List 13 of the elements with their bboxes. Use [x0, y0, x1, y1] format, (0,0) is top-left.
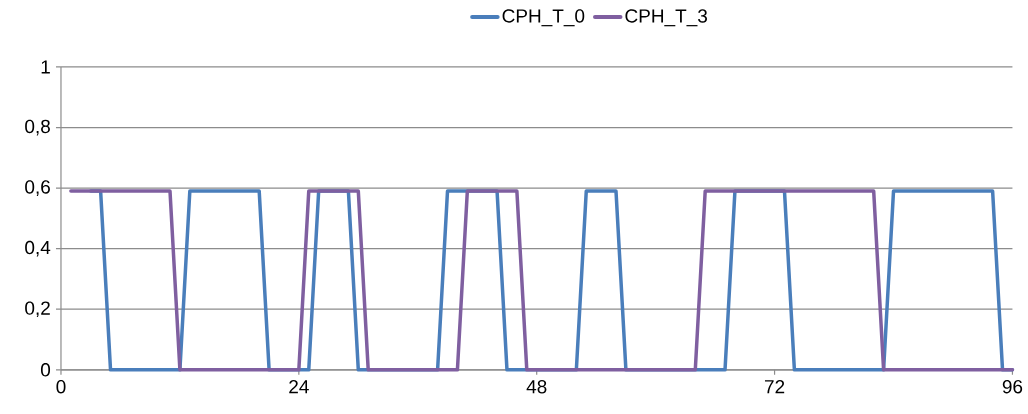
y-tick-label: 0,6 [25, 180, 50, 197]
y-tick-label: 0 [40, 363, 51, 377]
x-tick-label: 24 [289, 380, 309, 394]
x-tick-label: 48 [526, 380, 547, 394]
y-tick-label: 0,2 [25, 301, 50, 318]
x-tick-label: 0 [56, 380, 66, 394]
y-tick-label: 1 [41, 60, 50, 74]
y-tick-label: 0,8 [25, 119, 50, 136]
legend-label: CPH_T_0 [502, 9, 585, 27]
legend-label: CPH_T_3 [625, 9, 708, 27]
x-tick-label: 72 [764, 380, 785, 394]
y-tick-label: 0,4 [25, 240, 51, 257]
x-tick-label: 96 [1002, 380, 1023, 394]
